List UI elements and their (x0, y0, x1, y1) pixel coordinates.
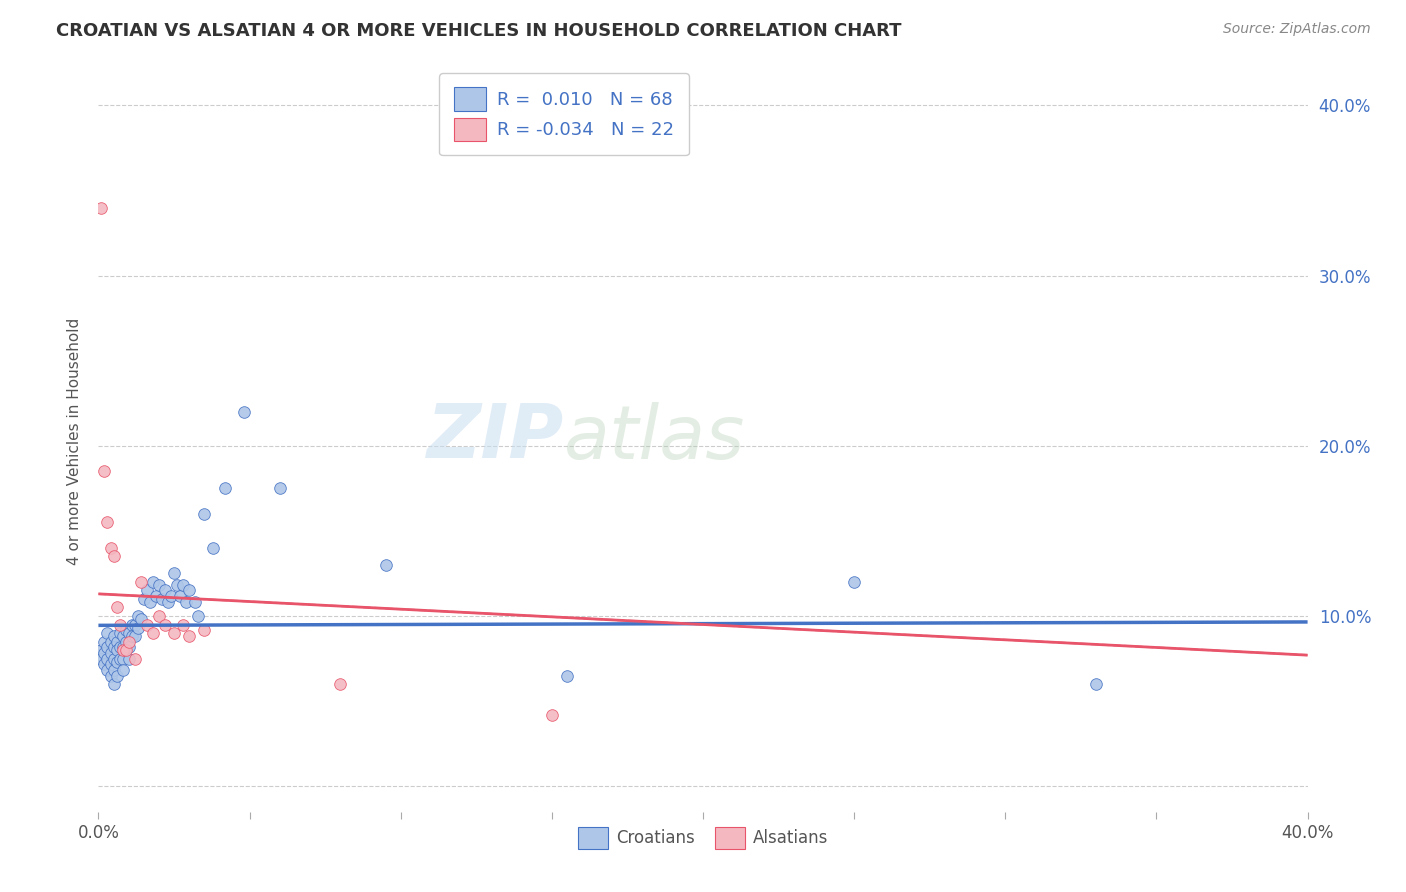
Point (96, 516, 118, 530)
Point (108, 651, 131, 665)
Point (93, 647, 115, 661)
Point (142, 574, 165, 589)
Point (103, 629, 125, 643)
Point (172, 617, 194, 632)
Point (118, 626, 141, 640)
Point (145, 589, 167, 603)
Point (114, 623, 136, 637)
Point (111, 664, 134, 678)
Point (100, 634, 122, 648)
Point (108, 617, 131, 632)
Point (93, 464, 115, 478)
Point (142, 626, 165, 640)
Point (163, 566, 186, 581)
Point (202, 541, 225, 555)
Point (214, 481, 236, 495)
Point (166, 578, 188, 592)
Point (103, 651, 125, 665)
Point (132, 591, 155, 606)
Point (93, 634, 115, 648)
Point (139, 595, 162, 609)
Point (121, 629, 143, 643)
Point (103, 549, 125, 564)
Point (100, 541, 122, 555)
Point (153, 583, 176, 598)
Point (135, 617, 157, 632)
Point (90, 643, 112, 657)
Point (111, 629, 134, 643)
Point (114, 634, 136, 648)
Point (374, 558, 396, 572)
Point (269, 481, 291, 495)
Point (90, 201, 112, 215)
Point (105, 668, 128, 682)
Point (555, 668, 578, 682)
Point (105, 600, 128, 615)
Point (105, 634, 128, 648)
Point (118, 634, 141, 648)
Point (114, 643, 136, 657)
Legend: Croatians, Alsatians: Croatians, Alsatians (571, 821, 835, 855)
Point (105, 655, 128, 669)
Point (96, 640, 118, 654)
Point (108, 640, 131, 654)
Point (148, 609, 170, 624)
Point (135, 583, 157, 598)
Point (179, 629, 201, 643)
Point (93, 657, 115, 671)
Point (232, 405, 254, 419)
Y-axis label: 4 or more Vehicles in Household: 4 or more Vehicles in Household (67, 318, 83, 566)
Text: Source: ZipAtlas.com: Source: ZipAtlas.com (1223, 22, 1371, 37)
Point (153, 617, 176, 632)
Point (193, 507, 215, 521)
Point (163, 626, 186, 640)
Point (103, 640, 125, 654)
Point (124, 629, 146, 643)
Point (193, 623, 215, 637)
Point (844, 574, 866, 589)
Point (329, 677, 352, 691)
Point (121, 617, 143, 632)
Text: CROATIAN VS ALSATIAN 4 OR MORE VEHICLES IN HOUSEHOLD CORRELATION CHART: CROATIAN VS ALSATIAN 4 OR MORE VEHICLES … (56, 22, 901, 40)
Text: ZIP: ZIP (426, 401, 564, 475)
Point (148, 578, 170, 592)
Point (105, 643, 128, 657)
Point (124, 651, 146, 665)
Point (179, 583, 201, 598)
Text: atlas: atlas (564, 401, 745, 474)
Point (127, 609, 149, 624)
Point (96, 664, 118, 678)
Point (100, 657, 122, 671)
Point (169, 589, 191, 603)
Point (127, 621, 149, 635)
Point (103, 677, 125, 691)
Point (100, 647, 122, 661)
Point (118, 640, 141, 654)
Point (1085, 677, 1108, 691)
Point (129, 574, 152, 589)
Point (172, 578, 194, 592)
Point (184, 595, 207, 609)
Point (96, 651, 118, 665)
Point (96, 626, 118, 640)
Point (111, 651, 134, 665)
Point (108, 626, 131, 640)
Point (129, 612, 152, 626)
Point (111, 643, 134, 657)
Point (100, 668, 122, 682)
Point (174, 595, 197, 609)
Point (111, 640, 134, 654)
Point (160, 589, 183, 603)
Point (156, 595, 179, 609)
Point (150, 591, 173, 606)
Point (124, 617, 146, 632)
Point (90, 651, 112, 665)
Point (540, 707, 562, 722)
Point (103, 664, 125, 678)
Point (187, 609, 209, 624)
Point (118, 651, 141, 665)
